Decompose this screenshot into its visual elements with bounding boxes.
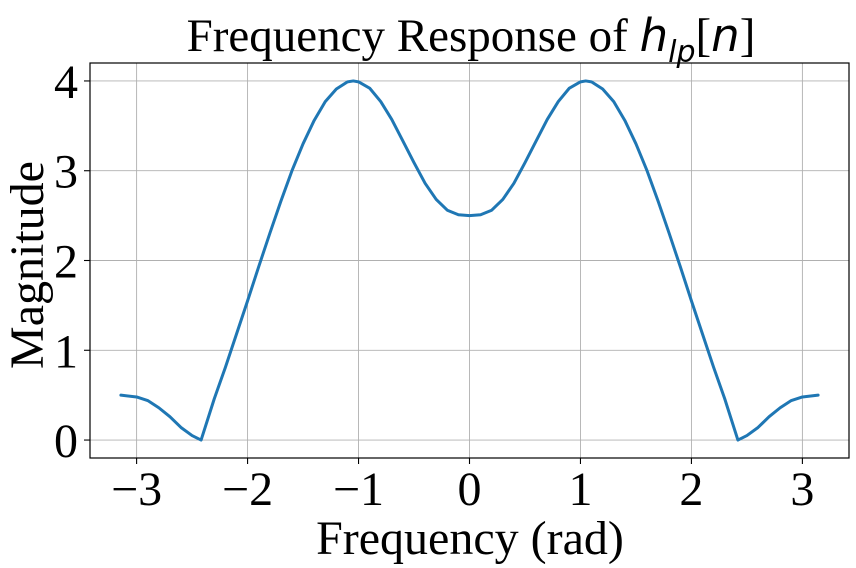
y-axis: 0 1 2 3 4 <box>54 56 90 468</box>
x-tick-label: −2 <box>222 463 273 516</box>
series-layer <box>119 79 820 442</box>
x-axis-label: Frequency (rad) <box>316 512 624 565</box>
x-tick-label: 2 <box>679 463 703 516</box>
x-tick-label: 3 <box>790 463 814 516</box>
title-prefix: Frequency Response of <box>187 10 640 62</box>
title-open-bracket: [ <box>696 10 712 62</box>
grid <box>90 63 849 458</box>
chart-title: Frequency Response of hlp[n] <box>187 9 756 70</box>
title-argument: n <box>711 9 740 62</box>
y-tick-label: 4 <box>54 56 78 109</box>
title-symbol: h <box>640 9 669 62</box>
x-tick-label: −1 <box>333 463 384 516</box>
x-axis: −3 −2 −1 0 1 2 3 <box>111 458 814 516</box>
title-close-bracket: ] <box>740 10 756 62</box>
y-tick-label: 3 <box>54 146 78 199</box>
y-tick-label: 0 <box>54 415 78 468</box>
x-tick-label: −3 <box>111 463 162 516</box>
x-tick-label: 0 <box>458 463 482 516</box>
y-tick-label: 2 <box>54 236 78 289</box>
x-tick-label: 1 <box>568 463 592 516</box>
title-subscript: lp <box>668 35 695 70</box>
y-tick-label: 1 <box>54 325 78 378</box>
series-line <box>119 79 820 442</box>
y-axis-label: Magnitude <box>1 161 54 369</box>
